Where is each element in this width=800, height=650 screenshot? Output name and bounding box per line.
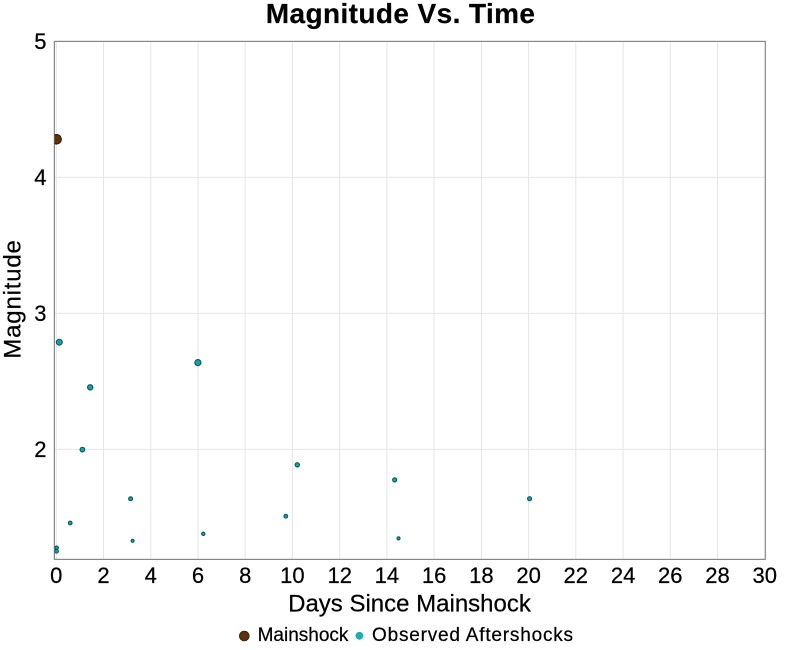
svg-text:26: 26 [658, 563, 682, 588]
svg-text:20: 20 [516, 563, 540, 588]
svg-text:28: 28 [705, 563, 729, 588]
svg-text:6: 6 [192, 563, 204, 588]
svg-text:8: 8 [239, 563, 251, 588]
svg-text:24: 24 [611, 563, 635, 588]
svg-text:16: 16 [422, 563, 446, 588]
svg-text:2: 2 [97, 563, 109, 588]
svg-text:4: 4 [34, 165, 46, 190]
svg-text:14: 14 [375, 563, 399, 588]
svg-text:Magnitude: Magnitude [0, 239, 27, 358]
svg-text:Days Since Mainshock: Days Since Mainshock [288, 591, 532, 618]
svg-text:Mainshock: Mainshock [258, 625, 349, 646]
svg-text:Observed Aftershocks: Observed Aftershocks [372, 625, 574, 646]
svg-text:5: 5 [34, 29, 46, 54]
svg-text:10: 10 [280, 563, 304, 588]
svg-text:18: 18 [469, 563, 493, 588]
svg-text:30: 30 [752, 563, 776, 588]
svg-text:22: 22 [564, 563, 588, 588]
svg-text:0: 0 [50, 563, 62, 588]
svg-text:2: 2 [34, 437, 46, 462]
svg-text:4: 4 [145, 563, 157, 588]
svg-text:3: 3 [34, 301, 46, 326]
svg-text:12: 12 [327, 563, 351, 588]
svg-text:Magnitude Vs. Time: Magnitude Vs. Time [266, 0, 536, 29]
